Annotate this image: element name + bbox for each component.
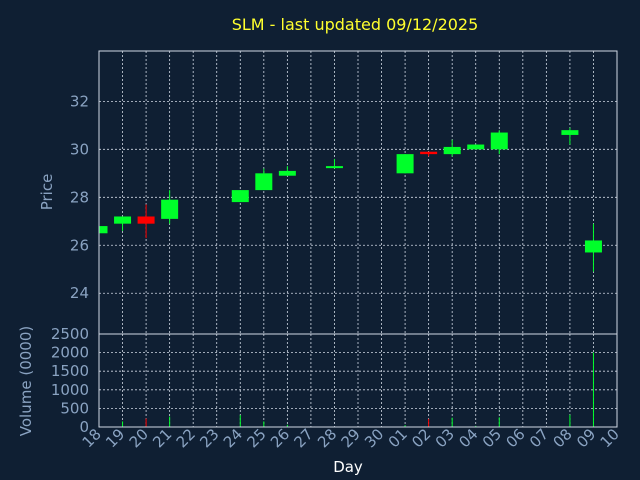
x-tick-label: 25	[243, 425, 269, 451]
volume-panel-frame	[98, 333, 618, 428]
x-tick-label: 06	[502, 425, 528, 451]
price-axis-label: Price	[38, 174, 56, 211]
x-tick-label: 08	[550, 425, 576, 451]
chart-title: SLM - last updated 09/12/2025	[232, 15, 479, 34]
candle-body-24	[231, 190, 249, 203]
x-tick-label: 19	[102, 425, 128, 451]
price-y-tick-label: 32	[70, 92, 89, 110]
volume-y-tick-label: 2000	[51, 344, 89, 362]
x-tick-label: 26	[267, 425, 293, 451]
candle-body-25	[255, 173, 273, 191]
price-y-tick-label: 26	[70, 236, 89, 254]
candle-body-04	[467, 144, 485, 150]
x-tick-label: 04	[455, 425, 481, 451]
x-tick-label: 07	[526, 425, 552, 451]
x-tick-label: 10	[597, 425, 623, 451]
x-tick-label: 03	[432, 425, 458, 451]
volume-y-tick-label: 1500	[51, 362, 89, 380]
volume-y-tick-label: 1000	[51, 381, 89, 399]
volume-y-tick-label: 500	[60, 399, 89, 417]
x-tick-label: 21	[149, 425, 175, 451]
candle-body-01	[396, 154, 414, 174]
price-y-tick-label: 24	[70, 284, 89, 302]
x-tick-label: 29	[338, 425, 364, 451]
x-tick-label: 27	[291, 425, 317, 451]
candle-body-09	[584, 240, 602, 253]
candle-body-21	[161, 199, 179, 219]
price-candles	[98, 127, 602, 272]
volume-axis-label: Volume (0000)	[17, 326, 35, 436]
x-tick-label: 02	[408, 425, 434, 451]
x-tick-label: 20	[126, 425, 152, 451]
candle-body-02	[420, 151, 438, 155]
candle-body-18	[99, 226, 108, 234]
x-tick-label: 30	[361, 425, 387, 451]
price-y-tick-label: 30	[70, 140, 89, 158]
x-tick-label: 05	[479, 425, 505, 451]
x-tick-label: 23	[196, 425, 222, 451]
price-y-ticks: 24 26 28 30 32	[70, 92, 89, 302]
candle-body-03	[443, 146, 461, 155]
volume-grid	[98, 333, 618, 428]
x-tick-label: 09	[573, 425, 599, 451]
candle-body-05	[490, 132, 508, 150]
volume-y-tick-label: 2500	[51, 325, 89, 343]
price-y-tick-label: 28	[70, 188, 89, 206]
x-tick-label: 22	[173, 425, 199, 451]
candle-body-08	[561, 130, 579, 135]
x-tick-label: 24	[220, 425, 246, 451]
x-tick-label: 01	[385, 425, 411, 451]
x-ticks: 1819202122232425262728293001020304050607…	[79, 425, 623, 451]
candle-body-19	[114, 216, 132, 224]
candle-body-26	[278, 170, 296, 176]
candle-body-28	[325, 166, 343, 169]
price-grid	[98, 51, 618, 334]
candle-body-20	[137, 216, 155, 224]
volume-y-tick-label: 0	[79, 418, 89, 436]
x-axis-label: Day	[333, 458, 363, 476]
x-tick-label: 28	[314, 425, 340, 451]
